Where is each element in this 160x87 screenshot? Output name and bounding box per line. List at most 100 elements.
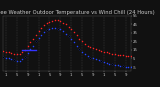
Point — [76, 35, 78, 36]
Point — [24, 49, 26, 51]
Point — [2, 50, 4, 52]
Point — [7, 52, 10, 53]
Point — [89, 57, 92, 58]
Point — [24, 56, 26, 58]
Point — [29, 41, 32, 43]
Point — [122, 66, 124, 67]
Point — [26, 46, 29, 47]
Point — [59, 20, 62, 21]
Point — [70, 38, 73, 39]
Point — [111, 64, 113, 65]
Point — [45, 23, 48, 24]
Point — [64, 23, 67, 25]
Point — [122, 54, 124, 56]
Point — [103, 51, 105, 52]
Point — [97, 49, 100, 51]
Point — [5, 51, 7, 52]
Point — [73, 41, 75, 43]
Point — [51, 20, 53, 21]
Point — [21, 52, 24, 53]
Point — [26, 53, 29, 54]
Point — [2, 56, 4, 58]
Point — [97, 60, 100, 61]
Point — [64, 33, 67, 34]
Point — [56, 19, 59, 21]
Point — [105, 52, 108, 53]
Point — [130, 55, 132, 57]
Point — [18, 54, 21, 55]
Point — [59, 29, 62, 30]
Point — [54, 19, 56, 21]
Point — [116, 65, 119, 66]
Point — [32, 38, 34, 39]
Point — [92, 58, 94, 59]
Point — [45, 29, 48, 31]
Title: Milwaukee Weather Outdoor Temperature vs Wind Chill (24 Hours): Milwaukee Weather Outdoor Temperature vs… — [0, 10, 155, 15]
Point — [7, 58, 10, 59]
Point — [40, 27, 43, 28]
Point — [92, 48, 94, 49]
Point — [89, 47, 92, 48]
Point — [105, 62, 108, 64]
Point — [127, 66, 130, 68]
Point — [51, 27, 53, 28]
Point — [35, 34, 37, 35]
Point — [78, 48, 81, 50]
Point — [67, 26, 70, 27]
Point — [37, 37, 40, 39]
Point — [62, 22, 64, 23]
Point — [95, 48, 97, 50]
Point — [81, 41, 84, 42]
Point — [81, 51, 84, 52]
Point — [54, 27, 56, 28]
Point — [62, 30, 64, 32]
Point — [2, 56, 4, 58]
Point — [122, 66, 124, 67]
Point — [89, 57, 92, 58]
Point — [124, 66, 127, 68]
Point — [13, 54, 15, 55]
Point — [45, 29, 48, 31]
Point — [16, 54, 18, 55]
Point — [56, 28, 59, 29]
Point — [37, 30, 40, 32]
Point — [111, 64, 113, 65]
Point — [13, 60, 15, 61]
Point — [111, 54, 113, 55]
Point — [48, 28, 51, 29]
Point — [18, 60, 21, 62]
Point — [43, 24, 45, 26]
Point — [100, 60, 103, 62]
Point — [13, 60, 15, 61]
Point — [103, 61, 105, 63]
Point — [35, 41, 37, 42]
Point — [100, 60, 103, 62]
Point — [119, 54, 122, 56]
Point — [10, 53, 13, 54]
Point — [114, 54, 116, 55]
Point — [86, 55, 89, 57]
Point — [78, 48, 81, 50]
Point — [43, 31, 45, 33]
Point — [56, 28, 59, 29]
Point — [108, 63, 111, 64]
Point — [119, 66, 122, 67]
Point — [10, 59, 13, 60]
Point — [127, 55, 130, 57]
Point — [86, 45, 89, 46]
Point — [108, 53, 111, 54]
Point — [100, 50, 103, 52]
Point — [16, 60, 18, 62]
Point — [130, 66, 132, 68]
Point — [116, 54, 119, 56]
Point — [84, 43, 86, 45]
Point — [5, 57, 7, 58]
Point — [32, 45, 34, 46]
Point — [40, 34, 43, 35]
Point — [76, 45, 78, 46]
Point — [95, 59, 97, 60]
Point — [73, 31, 75, 33]
Point — [29, 48, 32, 50]
Point — [24, 56, 26, 58]
Point — [78, 38, 81, 39]
